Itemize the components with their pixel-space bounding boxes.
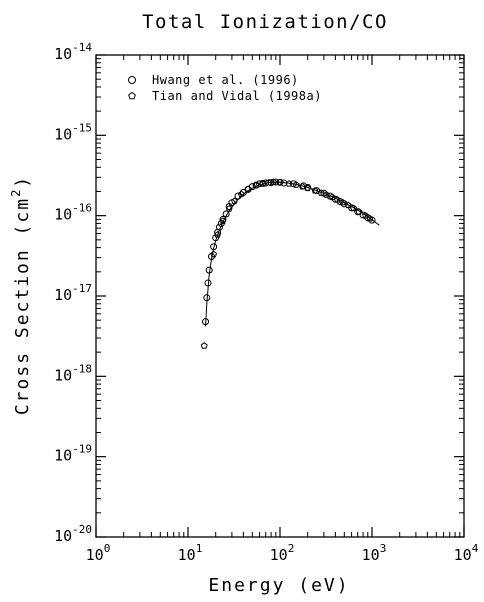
pentagon-marker <box>355 208 363 215</box>
pentagon-marker <box>328 193 336 201</box>
pentagon-marker <box>244 185 252 192</box>
circle-marker <box>203 294 211 302</box>
pentagon-marker <box>344 201 352 209</box>
circle-marker <box>222 210 230 218</box>
circle-marker <box>210 243 218 251</box>
axis-ticks: 100 101 102 103 104 10-20 10-19 10-18 10-17 10-16… <box>54 41 479 564</box>
pentagon-marker <box>231 197 238 204</box>
x-tick-label: 104 <box>454 542 479 564</box>
legend-marker <box>128 91 136 100</box>
pentagon-marker <box>237 190 245 198</box>
pentagon-marker <box>285 180 293 187</box>
legend-label: Hwang et al. (1996) <box>152 73 299 87</box>
pentagon-marker <box>210 250 218 258</box>
y-axis-label-text: Cross Section (cm2) <box>9 175 33 415</box>
x-tick-label: 101 <box>178 542 203 564</box>
pentagon-marker <box>311 186 319 194</box>
circle-marker <box>205 266 213 274</box>
circle-marker <box>289 180 297 188</box>
circle-marker <box>202 318 210 326</box>
y-tick-label: 10-17 <box>54 282 92 304</box>
legend-marker <box>128 76 136 84</box>
fit-curve <box>205 181 380 327</box>
plot-frame <box>95 54 465 538</box>
pentagon-marker <box>200 342 208 349</box>
pentagon-marker <box>350 204 357 212</box>
legend: Hwang et al. (1996) Tian and Vidal (1998a… <box>128 73 322 103</box>
circle-marker <box>267 179 275 187</box>
pentagon-marker <box>339 198 347 206</box>
y-axis-label: Cross Section (cm2) <box>9 175 33 415</box>
chart-title-text: Total Ionization/CO <box>142 11 388 33</box>
pentagon-marker <box>214 231 222 238</box>
pentagon-marker <box>219 217 227 224</box>
pentagon-marker <box>276 178 284 186</box>
pentagon-marker <box>304 184 312 192</box>
y-axis-label-close: ) <box>12 175 33 188</box>
y-axis-label-main: Cross Section (cm <box>12 197 33 415</box>
pentagon-marker <box>333 196 341 203</box>
circle-marker <box>354 208 362 216</box>
y-tick-label: 10-19 <box>54 443 92 465</box>
data-points <box>200 178 376 349</box>
y-tick-label: 10-15 <box>54 121 92 143</box>
pentagon-marker <box>323 191 330 198</box>
y-tick-label: 10-14 <box>54 41 92 63</box>
y-tick-label: 10-16 <box>54 202 92 224</box>
pentagon-marker <box>252 181 260 189</box>
circle-marker <box>219 215 227 223</box>
pentagon-marker <box>225 205 233 212</box>
legend-label: Tian and Vidal (1998a) <box>152 89 322 103</box>
chart-title: Total Ionization/CO <box>142 11 388 33</box>
circle-marker <box>280 179 288 187</box>
circle-marker <box>216 223 224 231</box>
pentagon-marker <box>298 182 306 190</box>
fit-curve-line <box>205 181 380 327</box>
x-tick-label: 102 <box>270 542 295 564</box>
series-1 <box>202 178 376 326</box>
circle-marker <box>262 179 270 187</box>
pentagon-marker <box>270 178 277 185</box>
pentagon-marker <box>292 181 300 188</box>
pentagon-marker <box>362 212 369 219</box>
pentagon-marker <box>259 180 267 187</box>
y-axis-label-superscript: 2 <box>9 188 23 197</box>
circle-marker <box>204 279 212 287</box>
series-2 <box>200 178 374 349</box>
x-tick-label: 100 <box>86 542 111 564</box>
pentagon-marker <box>366 214 374 222</box>
circle-marker <box>272 178 280 186</box>
x-axis-label-text: Energy (eV) <box>208 575 349 596</box>
y-tick-label: 10-20 <box>54 523 92 545</box>
x-axis-label: Energy (eV) <box>208 575 349 596</box>
pentagon-marker <box>317 189 325 196</box>
y-tick-label: 10-18 <box>54 362 92 384</box>
plot-border <box>95 54 465 538</box>
x-tick-label: 103 <box>362 542 387 564</box>
